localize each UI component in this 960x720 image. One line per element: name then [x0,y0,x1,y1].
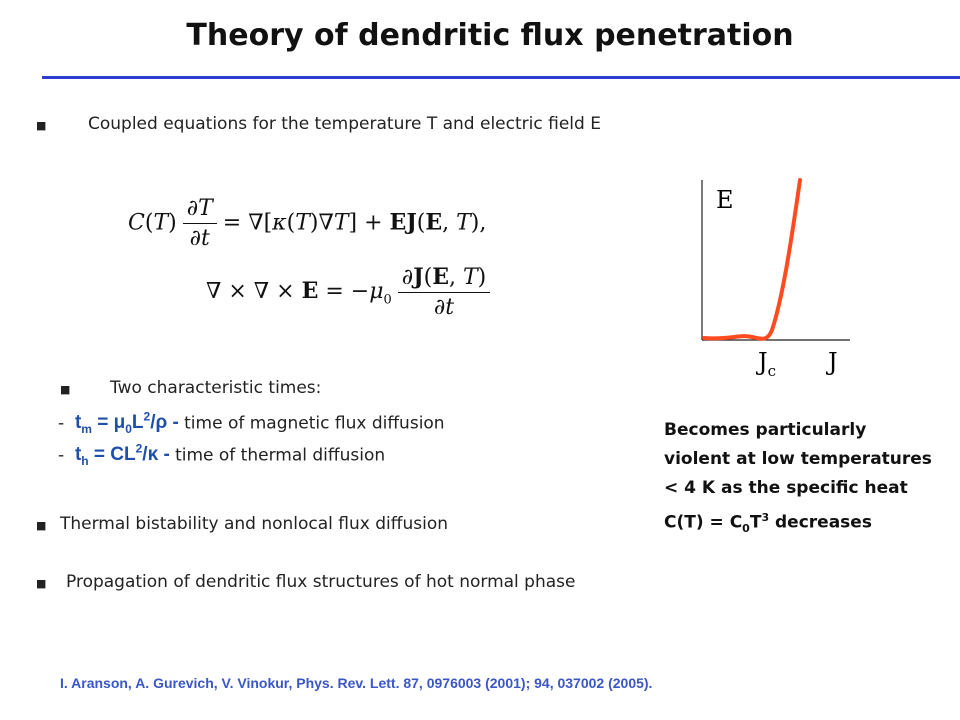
formula-sub: 0 [125,422,132,437]
bullet-propagation: ■ Propagation of dendritic flux structur… [36,572,575,592]
note-formula-sup: 3 [761,511,770,524]
formula: = CL [88,444,136,466]
formula: = μ [91,412,126,434]
bullet-two-times-text: Two characteristic times: [110,378,322,398]
x-axis-label: J [825,348,838,376]
bullet-icon: ■ [36,577,47,590]
bullet-two-times: ■ Two characteristic times: [60,378,321,398]
time-symbol-thermal: th = CL2/κ - [74,442,176,469]
note-line-3: < 4 K as the specific heat [664,478,908,498]
note-formula-c: decreases [769,512,872,533]
note-formula-a: C(T) = C [664,512,743,533]
note-line-2: violent at low temperatures [664,449,932,469]
title-underline [42,76,960,79]
page-title: Theory of dendritic flux penetration [186,18,794,53]
time-desc: time of thermal diffusion [175,445,386,466]
ej-graph: E Jc J [701,178,850,380]
bullet-propagation-text: Propagation of dendritic flux structures… [66,572,576,592]
time-desc: time of magnetic flux diffusion [184,413,445,434]
bullet-icon: ■ [36,519,47,532]
bullet-bistability-text: Thermal bistability and nonlocal flux di… [60,514,449,534]
time-magnetic: - tm = μ0L2/ρ - time of magnetic flux di… [58,410,445,436]
equation-maxwell: ∇ × ∇ × E = −μ0 ∂J(E, T) ∂t [206,264,496,320]
bullet-icon: ■ [60,383,71,396]
bullet-coupled: ■ Coupled equations for the temperature … [36,114,601,134]
note-formula-sub: 0 [742,522,750,536]
bullet-coupled-text: Coupled equations for the temperature T … [88,114,601,134]
jc-sub: c [768,362,776,380]
bullet-bistability: ■ Thermal bistability and nonlocal flux … [36,514,448,534]
formula-tail: /κ - [142,444,176,466]
time-thermal: - th = CL2/κ - time of thermal diffusion [58,442,385,468]
formula-l: L [131,412,144,434]
jc-main: J [755,348,768,376]
time-symbol-sub: h [81,454,89,469]
y-axis-label: E [716,186,734,214]
formula-sup: 2 [135,442,143,456]
time-symbol: t [74,412,82,434]
time-symbol-magnetic: tm = μ0L2/ρ - [74,410,185,437]
note-line-1: Becomes particularly [664,420,867,440]
dash: - [58,445,65,466]
reference: I. Aranson, A. Gurevich, V. Vinokur, Phy… [60,675,653,691]
dash: - [58,413,65,434]
note-text: Becomes particularly violent at low temp… [664,416,932,543]
note-formula-b: T [749,512,762,533]
formula-tail: /ρ - [150,412,185,434]
time-symbol: t [74,444,82,466]
jc-label: Jc [755,348,776,380]
note-line-4: C(T) = C0T3 decreases [664,503,932,543]
bullet-icon: ■ [36,119,47,132]
equation-heat: C(T) ∂T ∂t = ∇[κ(T)∇T] + EJ(E, T), [128,196,487,251]
ej-curve [702,178,802,341]
time-symbol-sub: m [81,422,92,437]
formula-sup: 2 [143,410,151,424]
